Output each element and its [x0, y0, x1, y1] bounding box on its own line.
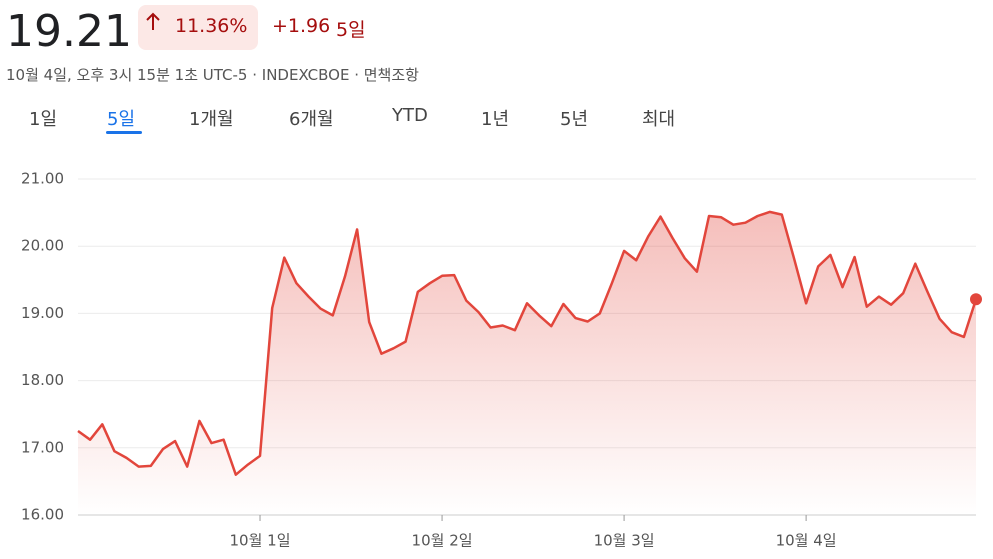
- range-tab[interactable]: YTD: [392, 105, 428, 126]
- x-tick-label: 10월 4일: [776, 532, 837, 550]
- y-tick-label: 18.00: [21, 371, 64, 389]
- change-percent: 11.36%: [175, 15, 248, 37]
- area: [78, 211, 976, 515]
- subtitle: 10월 4일, 오후 3시 15분 1초 UTC-5 · INDEXCBOE ·…: [6, 66, 419, 84]
- up-arrow: [146, 12, 160, 30]
- period: 5일: [336, 19, 366, 41]
- x-tick-label: 10월 1일: [230, 532, 291, 550]
- line: [77, 210, 978, 476]
- range-tab[interactable]: 최대: [642, 109, 676, 130]
- range-tab[interactable]: 6개월: [289, 109, 334, 130]
- x-tick-label: 10월 2일: [412, 532, 473, 550]
- y-tick-label: 20.00: [21, 237, 64, 255]
- y-tick-label: 21.00: [21, 170, 64, 188]
- price: 19.21: [6, 6, 132, 57]
- range-tab[interactable]: 1개월: [189, 109, 234, 130]
- range-tab[interactable]: 1년: [481, 109, 510, 130]
- y-tick-label: 17.00: [21, 438, 64, 456]
- change-pill: [138, 5, 258, 50]
- y-tick-label: 19.00: [21, 304, 64, 322]
- range-tab[interactable]: 5일: [107, 109, 136, 130]
- range-tab[interactable]: 5년: [560, 109, 589, 130]
- y-tick-label: 16.00: [21, 506, 64, 524]
- tab-underline: [106, 131, 142, 134]
- x-tick-label: 10월 3일: [594, 532, 655, 550]
- range-tab[interactable]: 1일: [29, 109, 58, 130]
- last-point: [970, 293, 982, 306]
- change: +1.96: [272, 15, 331, 37]
